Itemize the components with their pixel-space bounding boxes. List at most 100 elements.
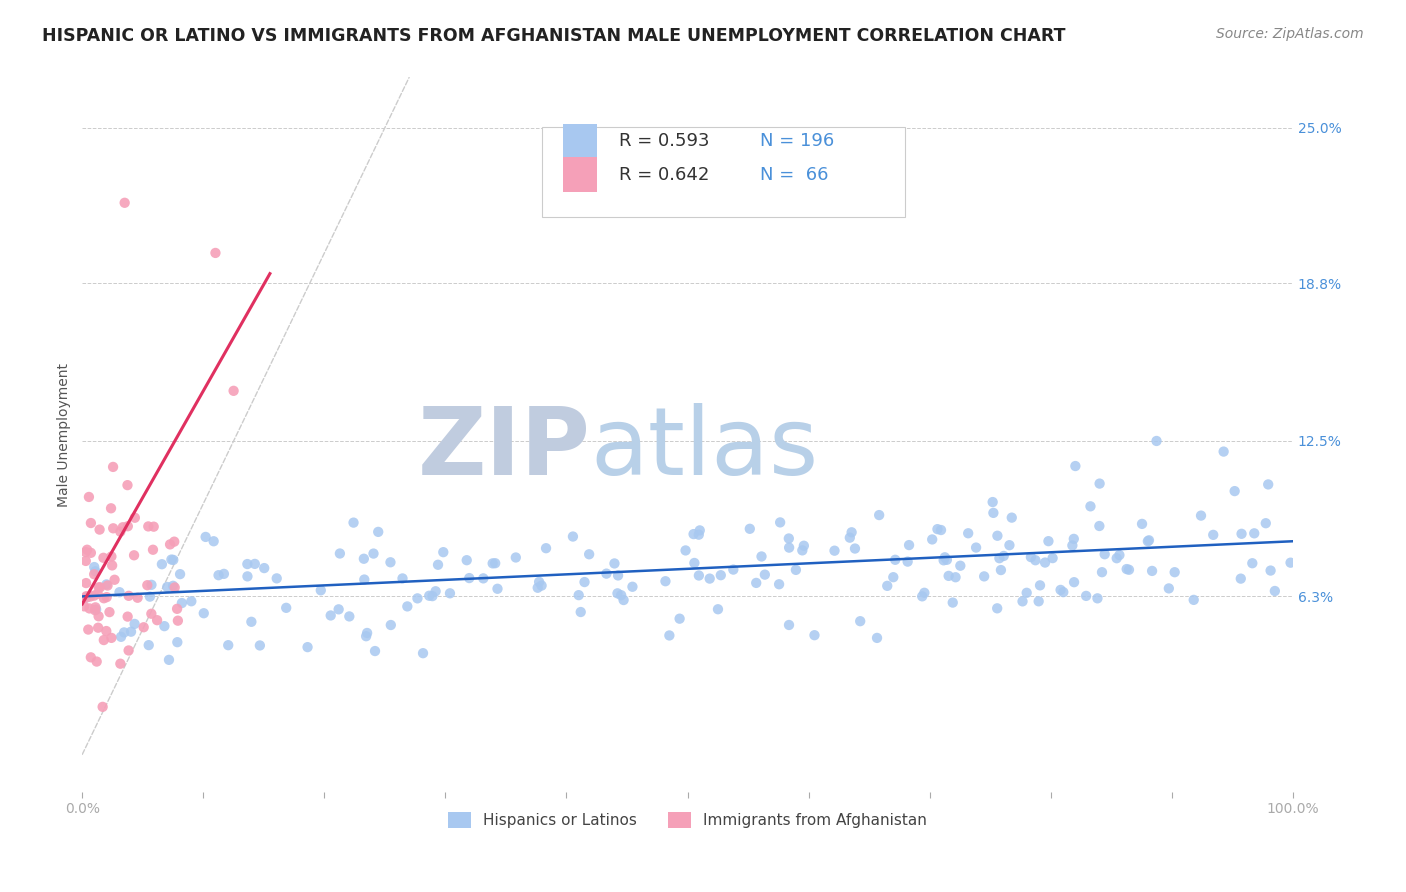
Point <box>484 556 506 570</box>
Point <box>723 563 745 577</box>
Point <box>84 602 107 616</box>
Point <box>141 578 163 592</box>
Point <box>112 625 135 640</box>
Point <box>965 541 987 555</box>
Point <box>568 588 591 602</box>
Point <box>1038 534 1060 549</box>
Point <box>1105 551 1128 566</box>
Point <box>838 531 860 545</box>
Point <box>927 522 949 536</box>
Point <box>124 616 146 631</box>
Point <box>363 547 385 561</box>
Point <box>364 644 387 658</box>
Point <box>80 546 103 560</box>
Point <box>993 549 1015 563</box>
Point <box>1091 565 1114 579</box>
Point <box>100 549 122 564</box>
Point <box>141 607 163 621</box>
Point <box>75 545 97 559</box>
Point <box>136 578 159 592</box>
Point <box>118 589 141 603</box>
Point <box>180 594 202 608</box>
Text: R = 0.642: R = 0.642 <box>619 166 709 184</box>
Point <box>1094 547 1116 561</box>
Point <box>1088 476 1111 491</box>
Point <box>793 539 815 553</box>
Point <box>754 567 776 582</box>
Point <box>329 547 352 561</box>
Point <box>986 601 1008 615</box>
Point <box>595 566 617 581</box>
Point <box>163 581 186 595</box>
Text: Source: ZipAtlas.com: Source: ZipAtlas.com <box>1216 27 1364 41</box>
Point <box>689 524 711 538</box>
Point <box>1074 589 1097 603</box>
Point <box>868 508 890 522</box>
Point <box>156 580 179 594</box>
Point <box>526 581 548 595</box>
Point <box>561 530 583 544</box>
Text: HISPANIC OR LATINO VS IMMIGRANTS FROM AFGHANISTAN MALE UNEMPLOYMENT CORRELATION : HISPANIC OR LATINO VS IMMIGRANTS FROM AF… <box>42 27 1066 45</box>
Point <box>769 516 792 530</box>
Point <box>153 619 176 633</box>
Point <box>998 538 1021 552</box>
Point <box>412 646 434 660</box>
Point <box>150 558 173 572</box>
Point <box>699 572 721 586</box>
Point <box>876 579 898 593</box>
Point <box>472 571 495 585</box>
Point <box>688 527 710 541</box>
Point <box>117 609 139 624</box>
Point <box>117 519 139 533</box>
Point <box>87 609 110 624</box>
Point <box>613 593 636 607</box>
Point <box>710 568 733 582</box>
Legend: Hispanics or Latinos, Immigrants from Afghanistan: Hispanics or Latinos, Immigrants from Af… <box>441 806 934 834</box>
Point <box>127 591 149 605</box>
Point <box>222 384 245 398</box>
Point <box>243 557 266 571</box>
Point <box>162 579 184 593</box>
Point <box>120 624 142 639</box>
Point <box>527 574 550 589</box>
Point <box>1063 532 1085 546</box>
Point <box>456 553 478 567</box>
Point <box>207 568 229 582</box>
Point <box>108 585 131 599</box>
Point <box>458 571 481 585</box>
Point <box>934 550 956 565</box>
Point <box>319 608 342 623</box>
Point <box>194 530 217 544</box>
Point <box>418 589 440 603</box>
Text: ZIP: ZIP <box>418 403 591 495</box>
Point <box>110 630 132 644</box>
Point <box>396 599 419 614</box>
Point <box>101 459 124 474</box>
Point <box>98 605 121 619</box>
Point <box>1279 556 1302 570</box>
Point <box>353 573 375 587</box>
Point <box>738 522 761 536</box>
Point <box>356 626 378 640</box>
Point <box>1064 458 1087 473</box>
Point <box>75 554 97 568</box>
Point <box>367 524 389 539</box>
Point <box>142 542 165 557</box>
Point <box>1011 594 1033 608</box>
Point <box>124 510 146 524</box>
Point <box>391 571 413 585</box>
Point <box>1063 575 1085 590</box>
Point <box>882 570 904 584</box>
Point <box>932 553 955 567</box>
Point <box>309 583 332 598</box>
Point <box>425 584 447 599</box>
Point <box>236 569 259 583</box>
Point <box>1001 510 1024 524</box>
Point <box>84 603 107 617</box>
Point <box>481 557 503 571</box>
Point <box>897 555 920 569</box>
Point <box>778 618 800 632</box>
Point <box>101 558 124 573</box>
Point <box>785 563 807 577</box>
Point <box>1029 578 1052 592</box>
